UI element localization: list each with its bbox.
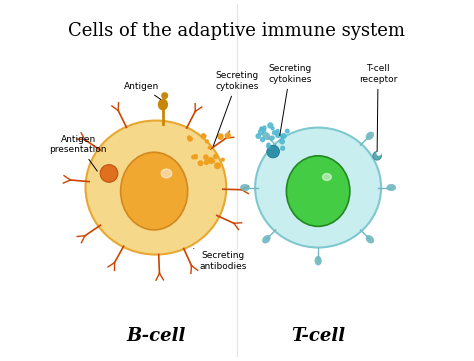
Circle shape [263, 126, 266, 129]
Circle shape [218, 134, 223, 139]
Circle shape [260, 127, 263, 130]
Ellipse shape [255, 127, 381, 248]
Circle shape [256, 134, 261, 138]
Circle shape [267, 145, 270, 148]
Text: T-cell: T-cell [291, 327, 345, 345]
Ellipse shape [158, 99, 167, 110]
Circle shape [188, 137, 192, 141]
Ellipse shape [315, 256, 321, 265]
Circle shape [204, 155, 208, 159]
Circle shape [276, 130, 279, 132]
Circle shape [268, 123, 273, 128]
Circle shape [221, 158, 224, 161]
Circle shape [281, 146, 284, 150]
Circle shape [211, 160, 214, 163]
Circle shape [258, 130, 264, 134]
Circle shape [261, 138, 264, 142]
Circle shape [206, 140, 209, 143]
Circle shape [204, 161, 208, 165]
Text: Secreting
antibodies: Secreting antibodies [194, 249, 246, 271]
Circle shape [281, 135, 283, 138]
Circle shape [208, 158, 213, 163]
Text: Antigen
presentation: Antigen presentation [50, 135, 107, 171]
Ellipse shape [120, 152, 188, 230]
Circle shape [214, 155, 218, 158]
Ellipse shape [263, 132, 270, 140]
Circle shape [263, 129, 266, 131]
Circle shape [188, 136, 191, 139]
Circle shape [273, 131, 276, 135]
Circle shape [212, 160, 215, 162]
Text: Secreting
cytokines: Secreting cytokines [213, 71, 259, 146]
Circle shape [285, 129, 289, 133]
Text: Cells of the adaptive immune system: Cells of the adaptive immune system [69, 22, 405, 40]
Ellipse shape [387, 184, 396, 191]
Circle shape [198, 161, 203, 166]
Circle shape [267, 145, 280, 158]
Ellipse shape [322, 173, 331, 180]
Circle shape [267, 143, 270, 146]
Text: Antigen: Antigen [124, 82, 161, 99]
Circle shape [225, 133, 230, 138]
Circle shape [282, 134, 286, 138]
Circle shape [193, 155, 197, 159]
Circle shape [261, 127, 263, 130]
Circle shape [201, 134, 206, 139]
Circle shape [208, 147, 210, 149]
Circle shape [270, 136, 274, 140]
Circle shape [377, 152, 381, 155]
Circle shape [271, 127, 274, 130]
Ellipse shape [85, 121, 226, 255]
Circle shape [162, 93, 167, 99]
Circle shape [192, 156, 195, 159]
Ellipse shape [366, 132, 374, 140]
Text: B-cell: B-cell [126, 327, 186, 345]
Circle shape [276, 133, 280, 138]
Ellipse shape [161, 169, 172, 178]
Ellipse shape [263, 235, 270, 243]
Circle shape [215, 163, 220, 169]
Text: T-cell
receptor: T-cell receptor [359, 64, 397, 151]
Circle shape [373, 152, 381, 160]
Ellipse shape [366, 235, 374, 243]
Circle shape [100, 165, 118, 182]
Ellipse shape [241, 184, 249, 191]
Circle shape [280, 139, 284, 144]
Text: Secreting
cytokines: Secreting cytokines [268, 64, 311, 135]
Ellipse shape [286, 156, 350, 226]
